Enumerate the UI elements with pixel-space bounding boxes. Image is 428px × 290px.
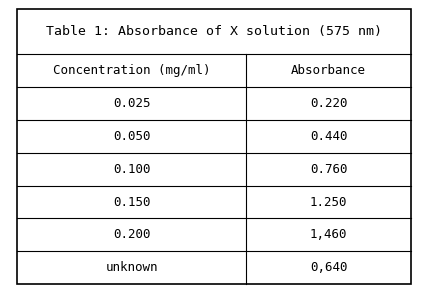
Text: 0.025: 0.025 <box>113 97 151 110</box>
Text: 0.200: 0.200 <box>113 229 151 241</box>
Text: 0.100: 0.100 <box>113 163 151 176</box>
Text: Table 1: Absorbance of X solution (575 nm): Table 1: Absorbance of X solution (575 n… <box>47 25 383 38</box>
Text: 0,640: 0,640 <box>310 261 348 274</box>
Text: 0.760: 0.760 <box>310 163 348 176</box>
Text: 1,460: 1,460 <box>310 229 348 241</box>
Text: 0.220: 0.220 <box>310 97 348 110</box>
Text: 0.440: 0.440 <box>310 130 348 143</box>
Text: Absorbance: Absorbance <box>291 64 366 77</box>
Text: Concentration (mg/ml): Concentration (mg/ml) <box>53 64 211 77</box>
Text: unknown: unknown <box>105 261 158 274</box>
Text: 1.250: 1.250 <box>310 195 348 209</box>
Text: 0.050: 0.050 <box>113 130 151 143</box>
Text: 0.150: 0.150 <box>113 195 151 209</box>
